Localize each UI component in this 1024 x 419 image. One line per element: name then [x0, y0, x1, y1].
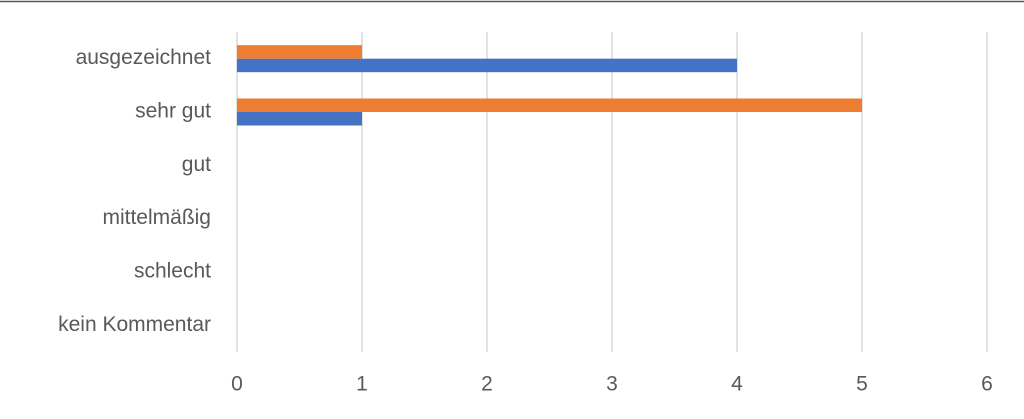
- y-tick-label: sehr gut: [135, 100, 211, 123]
- bar: [237, 58, 737, 73]
- x-tick-label: 6: [981, 373, 993, 396]
- y-tick-label: gut: [182, 153, 211, 176]
- y-tick-label: kein Kommentar: [58, 313, 211, 336]
- bar: [237, 112, 362, 126]
- bar: [237, 45, 362, 59]
- x-tick-label: 3: [606, 373, 618, 396]
- x-tick-label: 4: [731, 373, 743, 396]
- x-tick-label: 2: [481, 373, 493, 396]
- y-tick-label: schlecht: [134, 260, 211, 283]
- y-tick-label: ausgezeichnet: [76, 46, 212, 69]
- x-tick-label: 5: [856, 373, 868, 396]
- x-tick-label: 1: [356, 373, 368, 396]
- bar: [237, 98, 862, 112]
- x-tick-label: 0: [231, 373, 243, 396]
- y-tick-label: mittelmäßig: [102, 206, 211, 229]
